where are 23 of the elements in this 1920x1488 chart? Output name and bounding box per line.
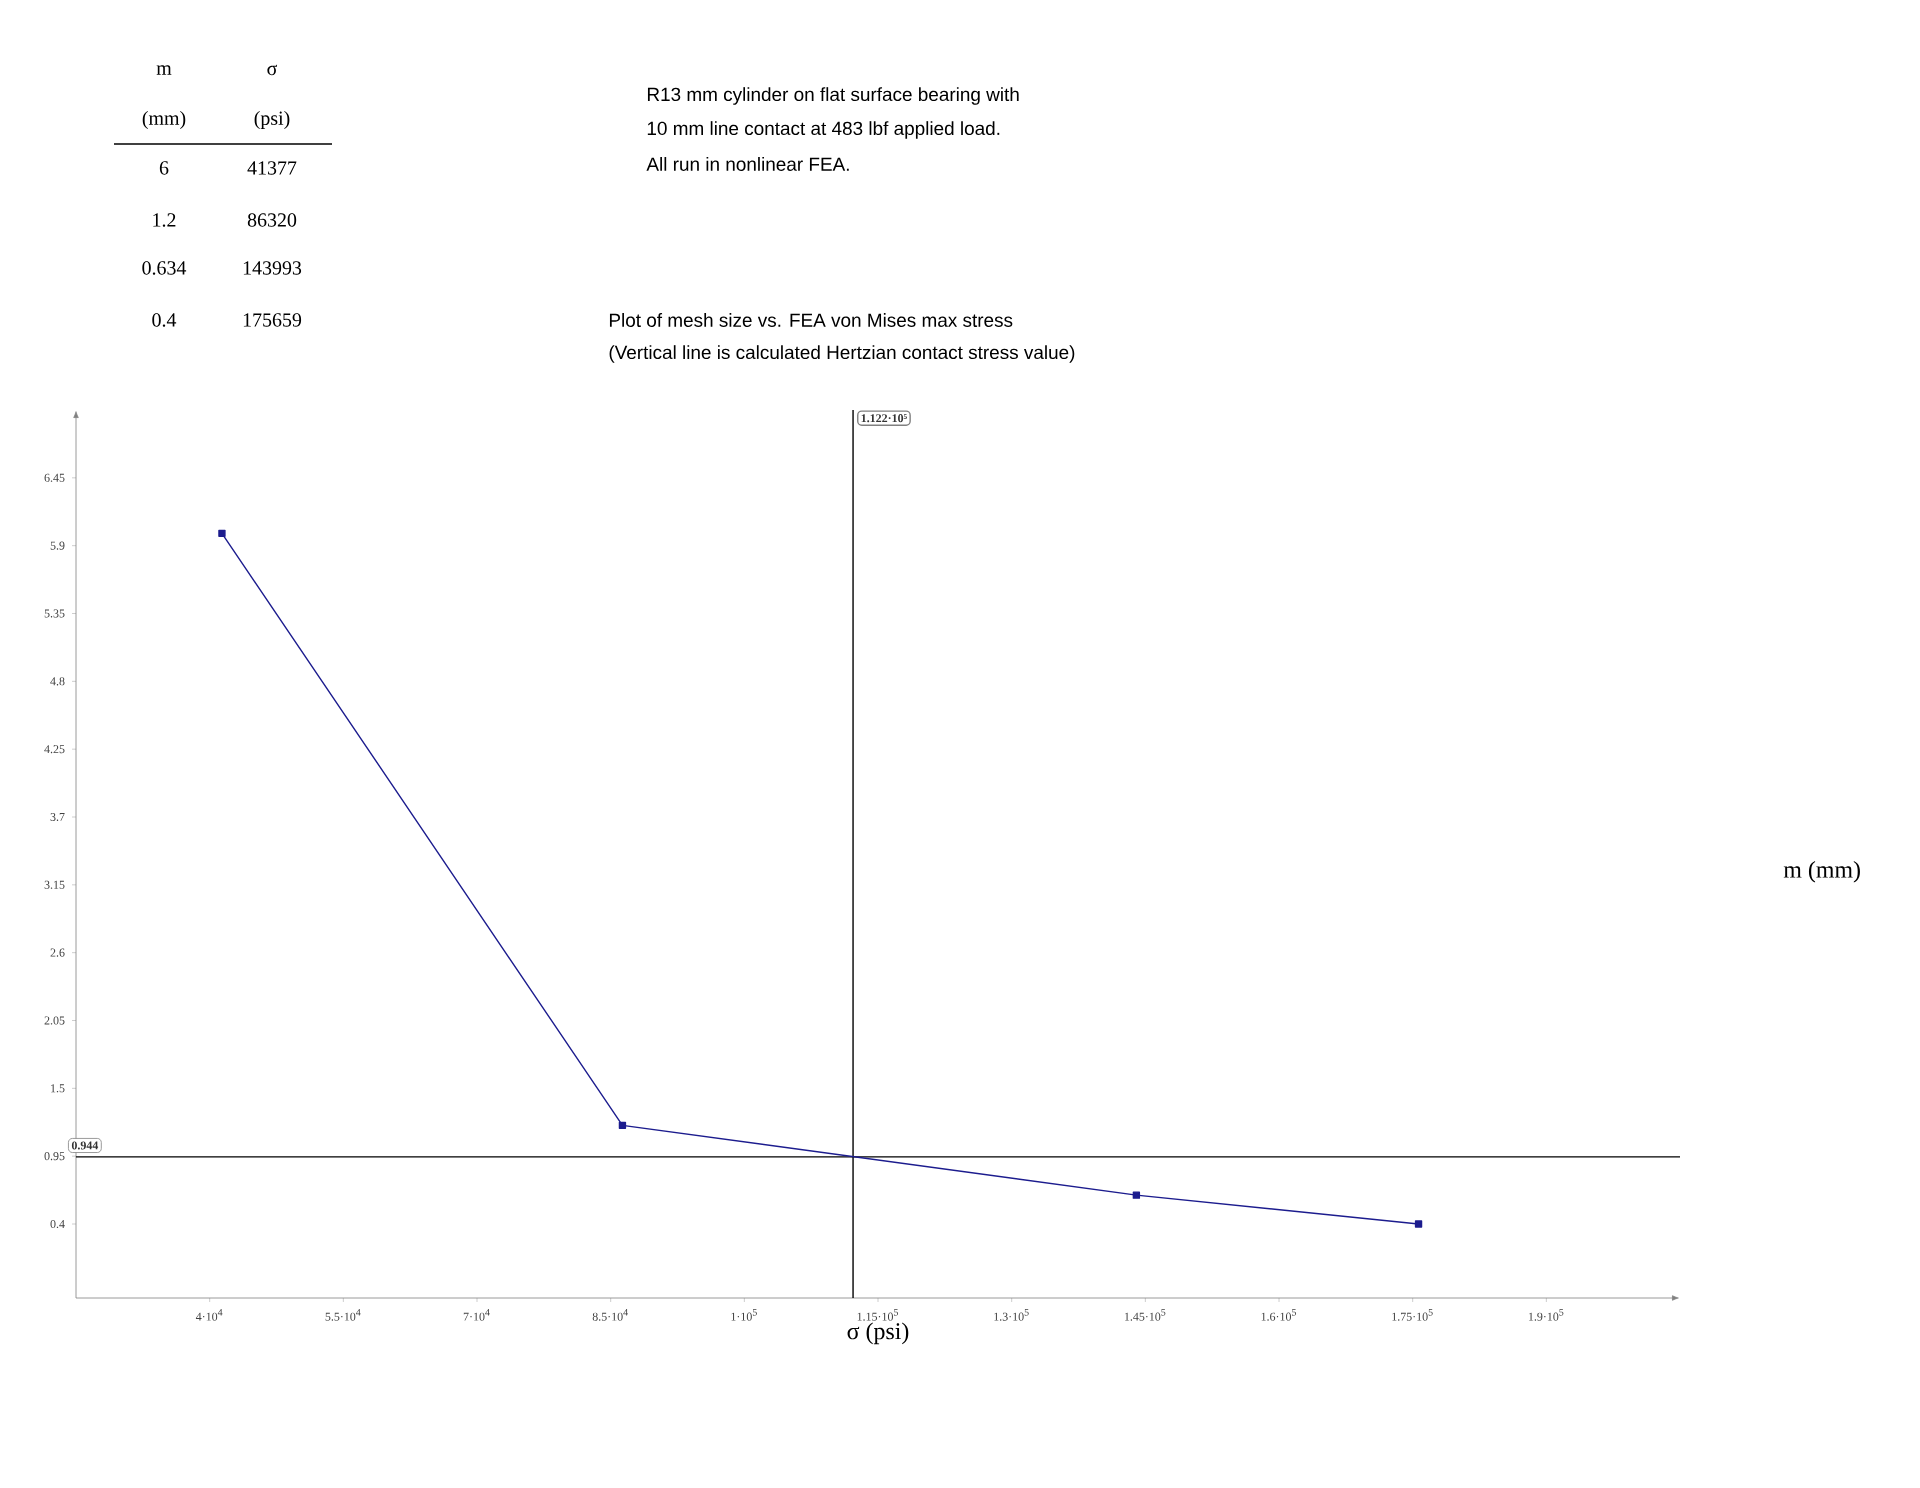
y-axis-title: m (mm): [1783, 860, 1860, 883]
text: 86320: [247, 213, 297, 227]
text: 175659: [243, 313, 302, 327]
text: 0.4: [152, 313, 177, 327]
text: (mm): [142, 110, 186, 130]
chart-subtitle: (Vertical line is calculated Hertzian contact stress value): [609, 345, 1075, 363]
point: [1414, 1220, 1423, 1228]
text: (psi): [254, 110, 290, 130]
point: [1132, 1191, 1141, 1199]
text: R13 mm cylinder on flat surface bearing with: [647, 87, 1019, 105]
text: 143993: [243, 261, 302, 275]
text: 1.2: [153, 213, 176, 227]
x-axis-title: σ (psi): [847, 1322, 909, 1345]
point: [218, 529, 226, 538]
text: σ: [267, 64, 278, 76]
point: [618, 1121, 627, 1130]
text: All run in nonlinear FEA.: [646, 157, 849, 171]
text: 0.634: [142, 261, 187, 275]
text: 41377: [247, 161, 297, 175]
text: 6: [159, 161, 169, 175]
chart-title: Plot of mesh size vs. FEA von Mises max stress: [609, 313, 1013, 327]
text: 10 mm line contact at 483 lbf applied load.: [647, 121, 1000, 139]
text: m: [156, 65, 172, 75]
